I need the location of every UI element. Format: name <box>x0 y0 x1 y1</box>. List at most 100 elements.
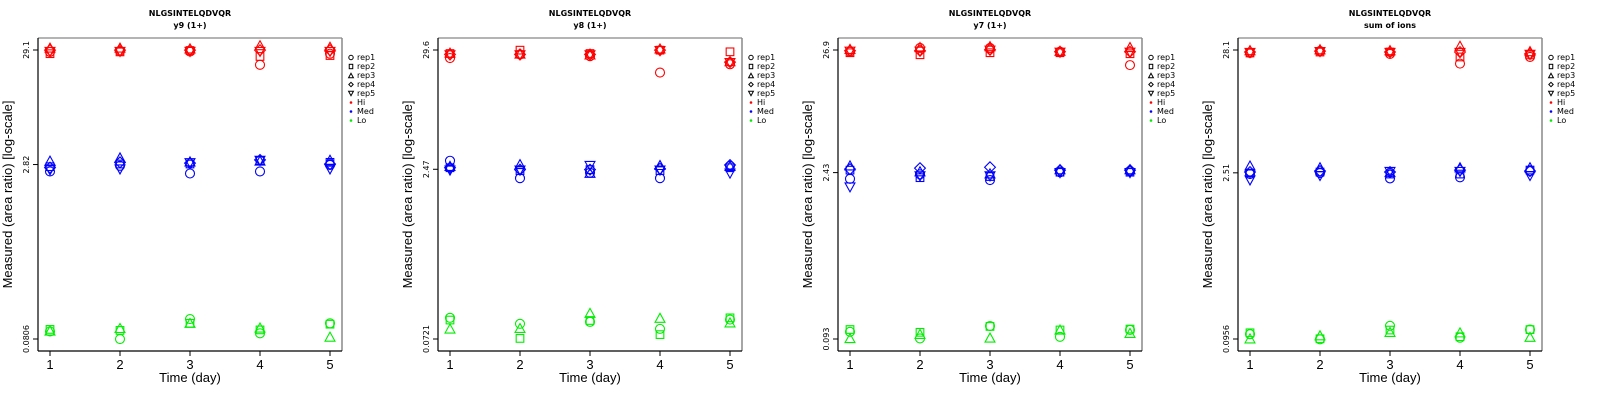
data-point-med-rep5 <box>114 164 126 176</box>
panel-4: NLGSINTELQDVQR sum of ions 28.1 2.51 0.0956 1… <box>1200 9 1575 385</box>
data-point-hi-rep5 <box>1384 47 1396 59</box>
data-point-med-rep4 <box>1523 164 1537 178</box>
legend-marker-circle <box>748 54 754 61</box>
data-point-lo-rep3 <box>514 322 526 334</box>
data-point-med-rep4 <box>843 162 857 176</box>
y-axis-label: Measured (area ratio) [log-scale] <box>1200 101 1215 289</box>
legend-marker-square <box>1148 63 1154 70</box>
data-point-lo-rep1 <box>1524 324 1536 335</box>
data-point-hi-rep5 <box>914 46 926 58</box>
x-axis-label: Time (day) <box>1359 370 1421 385</box>
data-point-hi-rep5 <box>1244 47 1256 59</box>
chart-subtitle: y7 (1+) <box>973 21 1006 30</box>
data-point-hi-rep5 <box>184 46 196 58</box>
chart-subtitle: y9 (1+) <box>173 21 206 30</box>
data-point-lo-rep1 <box>1054 331 1066 342</box>
data-point-hi-rep1 <box>1524 51 1536 63</box>
legend-marker-hi <box>349 101 353 104</box>
x-tick-label: 3 <box>986 357 993 372</box>
legend-marker-triangle-up <box>1147 72 1155 79</box>
x-tick-label: 2 <box>516 357 523 372</box>
data-point-hi-rep5 <box>844 46 856 58</box>
legend-label: rep5 <box>1157 89 1175 98</box>
data-point-hi-rep5 <box>1524 49 1536 61</box>
data-point-med-rep4 <box>723 158 737 172</box>
data-point-med-rep3 <box>514 158 526 170</box>
data-point-med-rep3 <box>844 159 856 171</box>
data-point-med-rep2 <box>585 165 595 175</box>
data-point-med-rep3 <box>1244 159 1256 171</box>
chart-title: NLGSINTELQDVQR <box>1349 9 1431 18</box>
legend-marker-triangle-up <box>347 72 355 79</box>
legend-marker-lo <box>349 119 353 122</box>
data-point-lo-rep2 <box>515 334 525 343</box>
x-tick-label: 1 <box>46 357 53 372</box>
data-point-med-rep5 <box>654 165 666 177</box>
x-tick-label: 2 <box>1316 357 1323 372</box>
data-point-med-rep4 <box>113 156 127 169</box>
data-point-med-rep5 <box>1244 175 1256 187</box>
legend-marker-triangle-down <box>1147 90 1155 97</box>
data-point-hi-rep1 <box>444 53 456 64</box>
data-point-lo-rep3 <box>654 312 666 323</box>
data-point-hi-rep3 <box>184 42 196 54</box>
legend-marker-circle <box>348 54 354 61</box>
legend-marker-square <box>748 63 754 70</box>
data-point-hi-rep2 <box>915 50 925 60</box>
data-point-lo-rep2 <box>655 330 665 339</box>
data-point-lo-rep1 <box>584 316 596 327</box>
data-point-med-rep5 <box>984 171 996 182</box>
data-point-hi-rep3 <box>654 42 666 54</box>
panel-1: NLGSINTELQDVQR y9 (1+) 29.1 2.82 0.0806 1 2 3 4 5… <box>0 9 375 385</box>
y-tick-label: 0.093 <box>822 328 831 351</box>
data-point-med-rep4 <box>983 161 997 174</box>
data-point-med-rep3 <box>984 167 996 179</box>
panel-3: NLGSINTELQDVQR y7 (1+) 26.9 2.43 0.093 1 2 3 4 5 T… <box>800 9 1175 385</box>
data-point-med-rep4 <box>583 163 597 176</box>
y-tick-label: 2.51 <box>1222 164 1231 182</box>
data-point-hi-rep5 <box>44 46 56 58</box>
data-point-med-rep5 <box>324 164 336 176</box>
data-point-hi-rep3 <box>724 55 736 67</box>
legend-label: Med <box>757 107 774 116</box>
data-point-hi-rep5 <box>1054 47 1066 59</box>
legend-marker-diamond <box>748 81 754 88</box>
legend-label: rep1 <box>1557 53 1575 62</box>
data-point-med-rep1 <box>1384 173 1396 184</box>
chart-title: NLGSINTELQDVQR <box>149 9 231 18</box>
chart-subtitle: sum of ions <box>1364 21 1416 30</box>
legend-label: rep1 <box>357 53 375 62</box>
data-point-lo-rep1 <box>184 314 196 325</box>
x-tick-label: 3 <box>586 357 593 372</box>
chart-title: NLGSINTELQDVQR <box>549 9 631 18</box>
data-point-med-rep5 <box>844 182 856 194</box>
x-tick-label: 1 <box>1246 357 1253 372</box>
data-point-med-rep1 <box>984 174 996 186</box>
legend-label: rep5 <box>757 89 775 98</box>
x-tick-label: 4 <box>1056 357 1063 372</box>
legend-label: rep3 <box>357 71 375 80</box>
data-point-med-rep5 <box>514 165 526 177</box>
legend-marker-square <box>348 63 354 70</box>
y-tick-label: 0.0956 <box>1222 325 1231 353</box>
legend-marker-triangle-down <box>1547 90 1555 97</box>
data-point-lo-rep3 <box>914 328 926 339</box>
data-point-hi-rep1 <box>1454 58 1466 69</box>
data-point-med-rep3 <box>1124 163 1136 175</box>
data-point-lo-rep1 <box>724 314 736 325</box>
legend-label: Hi <box>1157 98 1165 107</box>
legend-label: Med <box>1557 107 1574 116</box>
legend-label: rep3 <box>1557 71 1575 80</box>
legend-marker-diamond <box>1548 81 1554 88</box>
data-point-lo-rep1 <box>444 312 456 323</box>
legend-label: rep2 <box>1157 62 1175 71</box>
legend-label: Med <box>357 107 374 116</box>
legend-label: rep4 <box>1157 80 1175 89</box>
panel-2: NLGSINTELQDVQR y8 (1+) 29.6 2.47 0.0721 1 2 3 4 5… <box>400 9 775 385</box>
data-point-lo-rep3 <box>984 331 996 343</box>
data-point-med-rep5 <box>1524 170 1536 182</box>
x-tick-label: 4 <box>1456 357 1463 372</box>
data-point-hi-rep5 <box>724 57 736 69</box>
